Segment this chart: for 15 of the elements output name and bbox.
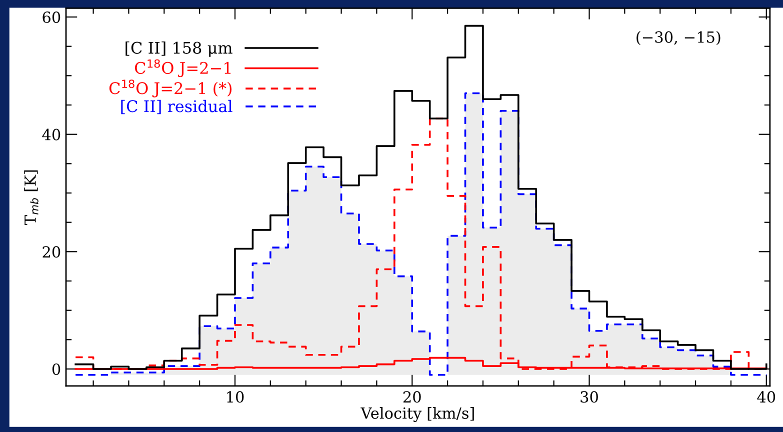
y-tick-label: 60 (42, 11, 60, 24)
y-tick-label: 0 (52, 363, 60, 375)
x-tick-label: 20 (403, 391, 421, 403)
annotation: (−30, −15) (636, 31, 720, 46)
x-tick-label: 10 (227, 391, 244, 403)
x-tick-label: 30 (580, 391, 598, 403)
y-tick-label: 20 (42, 246, 60, 258)
legend-label: [C II] residual (121, 100, 232, 114)
legend-label: C$^{18}$O J=2−1 (134, 59, 231, 78)
x-tick-label: 40 (757, 391, 776, 403)
y-tick-label: 40 (42, 128, 60, 140)
x-axis-title: Velocity [km/s] (360, 407, 474, 422)
legend-label: C$^{18}$O J=2−1 (*) (109, 80, 232, 98)
legend-label: [C II] 158 μm (126, 41, 232, 57)
y-axis-title: T$_{mb}$ [K] (24, 170, 38, 226)
